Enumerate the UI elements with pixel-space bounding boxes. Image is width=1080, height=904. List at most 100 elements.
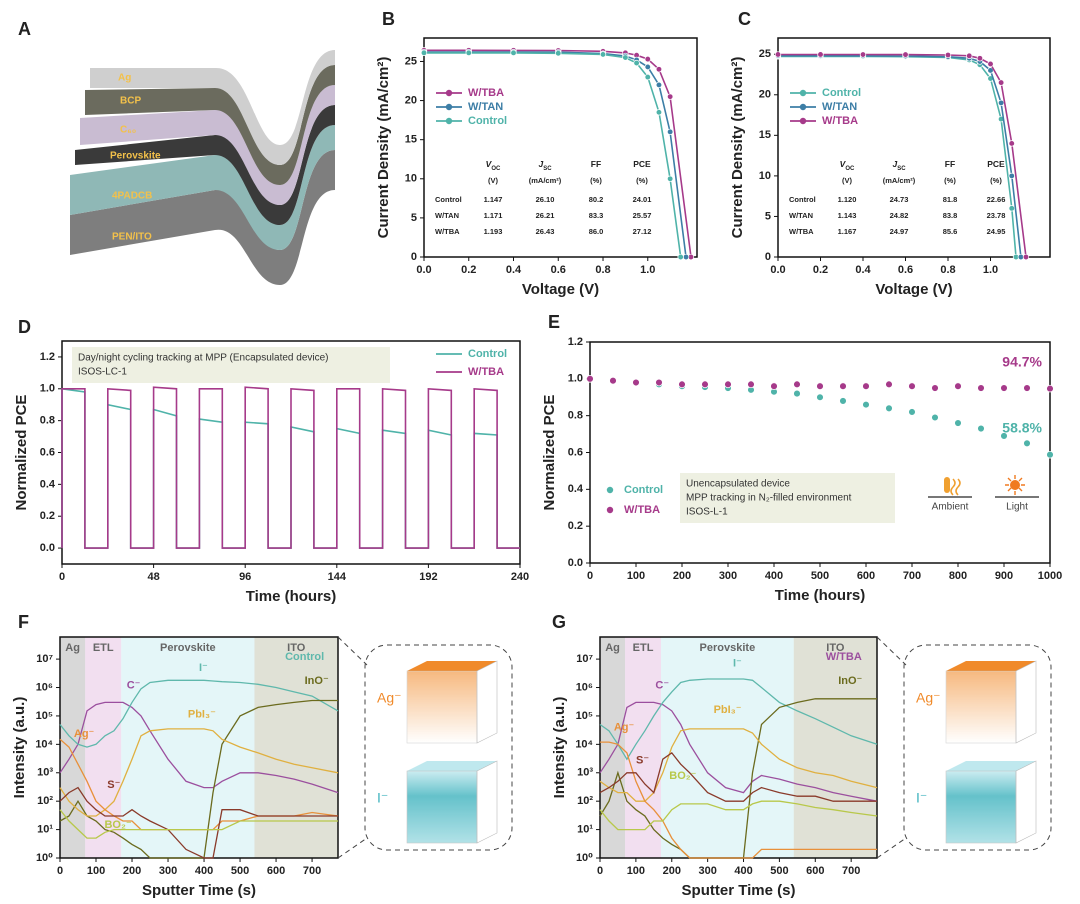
data-point xyxy=(908,408,916,416)
legend-label: W/TAN xyxy=(468,101,503,113)
x-tick-label: 400 xyxy=(734,865,752,877)
x-tick-label: 200 xyxy=(663,865,681,877)
y-axis-label: Current Density (mA/cm²) xyxy=(729,57,746,239)
header-symbol: V xyxy=(840,159,847,169)
series-line xyxy=(599,752,877,802)
data-point xyxy=(633,59,640,67)
y-tick-label: 10⁰ xyxy=(576,852,593,864)
y-tick-label: 15 xyxy=(759,129,771,141)
legend-marker xyxy=(606,486,614,494)
legend-label: W/TBA xyxy=(822,115,858,127)
legend-marker xyxy=(799,103,807,111)
region-label: Perovskite xyxy=(700,642,756,654)
legend-label: W/TBA xyxy=(468,87,504,99)
species-label: PbI₃⁻ xyxy=(714,704,742,716)
data-point xyxy=(644,73,651,81)
x-tick-label: 500 xyxy=(811,570,829,582)
series-line xyxy=(59,786,338,859)
legend-marker xyxy=(445,89,453,97)
end-label: 94.7% xyxy=(1002,353,1042,369)
series-line xyxy=(600,741,877,859)
table-header: PCE xyxy=(987,159,1005,169)
table-cell: 80.2 xyxy=(589,195,604,204)
legend-marker xyxy=(445,117,453,125)
note-text: MPP tracking in N₂-filled environment xyxy=(686,493,852,504)
table-cell: 26.43 xyxy=(536,227,555,236)
species-label: S⁻ xyxy=(107,779,120,791)
species-label: Ag⁻ xyxy=(74,728,95,740)
connector xyxy=(876,837,907,859)
data-point xyxy=(816,393,824,402)
x-tick-label: 400 xyxy=(765,570,783,582)
series-line xyxy=(599,678,878,761)
y-tick-label: 0 xyxy=(411,251,417,263)
data-point xyxy=(622,54,629,61)
data-point xyxy=(944,51,952,59)
y-tick-label: 25 xyxy=(759,48,771,60)
data-point xyxy=(666,175,674,182)
species-label: S⁻ xyxy=(636,755,649,767)
data-point xyxy=(644,55,651,63)
x-tick-label: 0 xyxy=(587,570,593,582)
header-subscript: OC xyxy=(491,166,501,172)
header-subscript: SC xyxy=(897,166,906,172)
x-tick-label: 1.0 xyxy=(640,264,655,276)
table-cell: 86.0 xyxy=(589,227,604,236)
data-point xyxy=(655,81,663,89)
y-axis-label: Current Density (mA/cm²) xyxy=(375,57,392,239)
table-unit: (V) xyxy=(842,176,853,185)
table-cell: 83.3 xyxy=(589,211,604,220)
layer xyxy=(85,65,335,185)
data-point xyxy=(510,49,517,57)
panel-letter: F xyxy=(18,612,29,632)
y-tick-label: 10³ xyxy=(37,767,53,779)
x-tick-label: 400 xyxy=(195,865,213,877)
region-label: Ag xyxy=(605,642,620,654)
y-tick-label: 10⁴ xyxy=(35,738,53,750)
cube-top xyxy=(407,761,497,771)
header-subscript: OC xyxy=(845,166,855,172)
x-axis-label: Sputter Time (s) xyxy=(142,882,256,899)
data-point xyxy=(902,51,909,58)
data-point xyxy=(555,50,562,57)
legend-marker xyxy=(799,89,807,97)
inset-label: I⁻ xyxy=(377,790,388,806)
header-subscript: SC xyxy=(543,166,552,172)
y-tick-label: 10 xyxy=(759,170,771,182)
y-tick-label: 0.4 xyxy=(40,478,56,490)
cube-side xyxy=(476,760,498,844)
table-cell: 25.57 xyxy=(633,211,652,220)
x-axis-label: Voltage (V) xyxy=(875,281,952,298)
layer xyxy=(80,85,335,205)
y-tick-label: 0.4 xyxy=(568,483,584,495)
data-point xyxy=(1046,384,1054,393)
y-tick-label: 10⁷ xyxy=(576,653,593,665)
region xyxy=(60,637,86,858)
data-point xyxy=(770,382,778,390)
cube-front xyxy=(945,670,1017,744)
layer xyxy=(90,50,335,165)
table-cell: 1.143 xyxy=(838,211,857,220)
data-point xyxy=(976,55,984,62)
layer xyxy=(70,150,335,285)
plot-frame xyxy=(777,37,1051,258)
data-point xyxy=(1008,205,1015,212)
x-tick-label: 700 xyxy=(903,570,921,582)
y-tick-label: 0.0 xyxy=(40,542,55,554)
data-point xyxy=(609,376,617,385)
table-unit: (%) xyxy=(590,176,602,185)
table-cell: 1.193 xyxy=(484,227,503,236)
region xyxy=(85,637,122,858)
x-tick-label: 0.2 xyxy=(461,264,476,276)
icon-label: Ambient xyxy=(932,502,969,513)
x-axis-label: Sputter Time (s) xyxy=(682,882,796,899)
y-tick-label: 1.0 xyxy=(40,383,55,395)
chart-panel: G Ag ETL Perovskite ITO 0 100 200 300 400 500 600 70… xyxy=(551,612,1052,899)
legend-label: W/TAN xyxy=(822,101,857,113)
connector xyxy=(337,636,368,666)
table-unit: (V) xyxy=(488,176,499,185)
connector xyxy=(337,837,368,859)
y-tick-label: 15 xyxy=(405,134,417,146)
table-cell: 23.78 xyxy=(987,211,1006,220)
chart-panel: D 0 48 96 144 192 240 0.0 0.2 0.4 0.6 0.8 1.0 1.2 Time… xyxy=(13,317,529,605)
